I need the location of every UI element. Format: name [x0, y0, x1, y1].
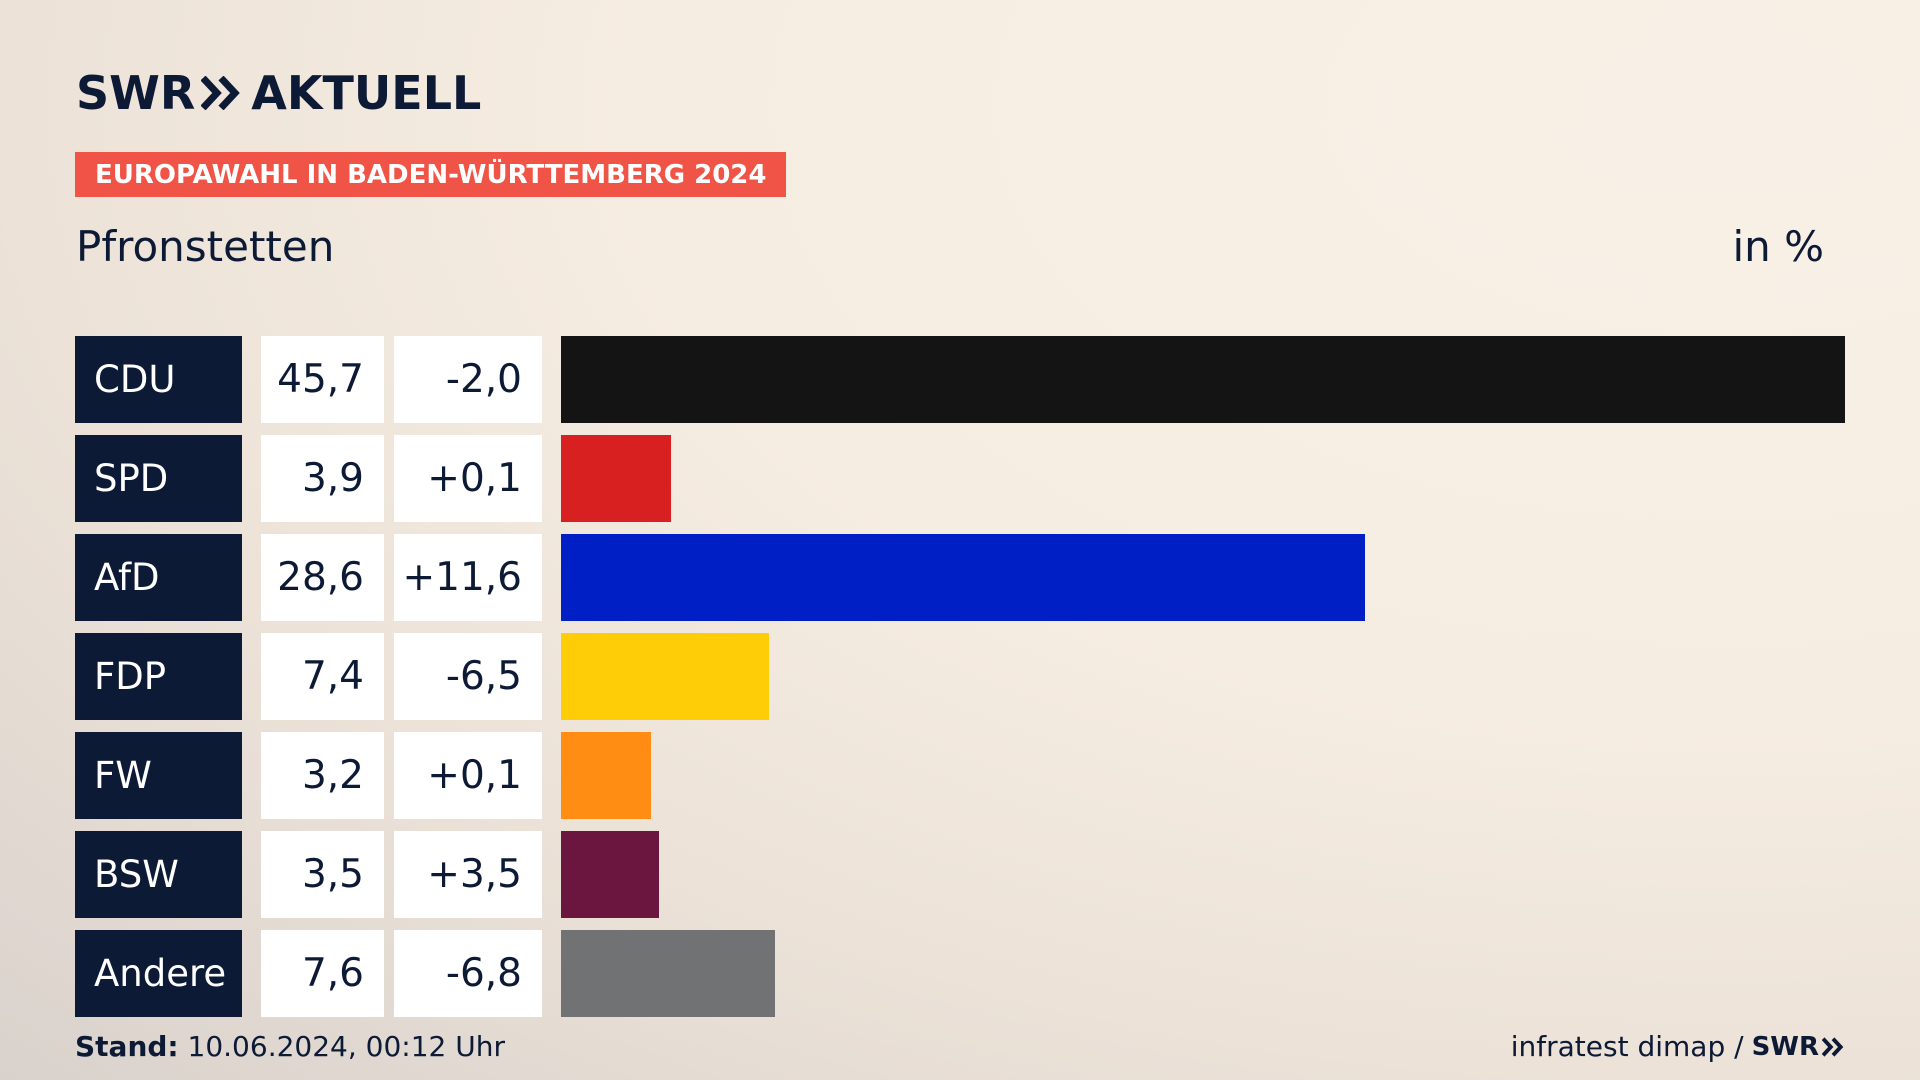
party-label: AfD [75, 534, 242, 621]
value-label: 7,4 [261, 633, 384, 720]
result-bar [561, 732, 651, 819]
swr-aktuell-logo: SWR AKTUELL [76, 66, 481, 120]
result-row: BSW 3,5 +3,5 [75, 831, 1845, 918]
result-bar [561, 534, 1365, 621]
stand-label: Stand: [75, 1030, 179, 1063]
unit-label: in % [1732, 222, 1824, 271]
value-label: 45,7 [261, 336, 384, 423]
footer-logo-text: SWR [1751, 1031, 1819, 1062]
party-label: CDU [75, 336, 242, 423]
diff-label: -6,5 [394, 633, 542, 720]
diff-label: +0,1 [394, 732, 542, 819]
result-row: SPD 3,9 +0,1 [75, 435, 1845, 522]
party-label: SPD [75, 435, 242, 522]
result-bar [561, 930, 775, 1017]
result-bar [561, 435, 671, 522]
result-row: CDU 45,7 -2,0 [75, 336, 1845, 423]
result-row: Andere 7,6 -6,8 [75, 930, 1845, 1017]
diff-label: +3,5 [394, 831, 542, 918]
value-label: 3,9 [261, 435, 384, 522]
logo-swr-text: SWR [76, 66, 196, 120]
value-label: 3,5 [261, 831, 384, 918]
party-label: Andere [75, 930, 242, 1017]
diff-label: +11,6 [394, 534, 542, 621]
election-kicker: EUROPAWAHL IN BADEN-WÜRTTEMBERG 2024 [75, 152, 787, 197]
result-row: FW 3,2 +0,1 [75, 732, 1845, 819]
diff-label: -2,0 [394, 336, 542, 423]
footer-swr-logo: SWR [1752, 1032, 1844, 1062]
value-label: 28,6 [261, 534, 384, 621]
result-row: AfD 28,6 +11,6 [75, 534, 1845, 621]
source-text: infratest dimap / [1510, 1030, 1744, 1063]
result-bar [561, 336, 1845, 423]
logo-product-text: AKTUELL [251, 66, 482, 120]
double-chevron-icon [201, 76, 241, 110]
place-title: Pfronstetten [76, 222, 335, 271]
diff-label: +0,1 [394, 435, 542, 522]
footer-chevron-icon [1822, 1036, 1844, 1057]
party-label: FDP [75, 633, 242, 720]
result-row: FDP 7,4 -6,5 [75, 633, 1845, 720]
stand-info: Stand: 10.06.2024, 00:12 Uhr [75, 1030, 505, 1063]
party-label: BSW [75, 831, 242, 918]
value-label: 7,6 [261, 930, 384, 1017]
diff-label: -6,8 [394, 930, 542, 1017]
result-bar [561, 831, 660, 918]
stand-value: 10.06.2024, 00:12 Uhr [187, 1030, 505, 1063]
source-info: infratest dimap / SWR [1511, 1030, 1844, 1063]
value-label: 3,2 [261, 732, 384, 819]
party-label: FW [75, 732, 242, 819]
result-bar [561, 633, 769, 720]
